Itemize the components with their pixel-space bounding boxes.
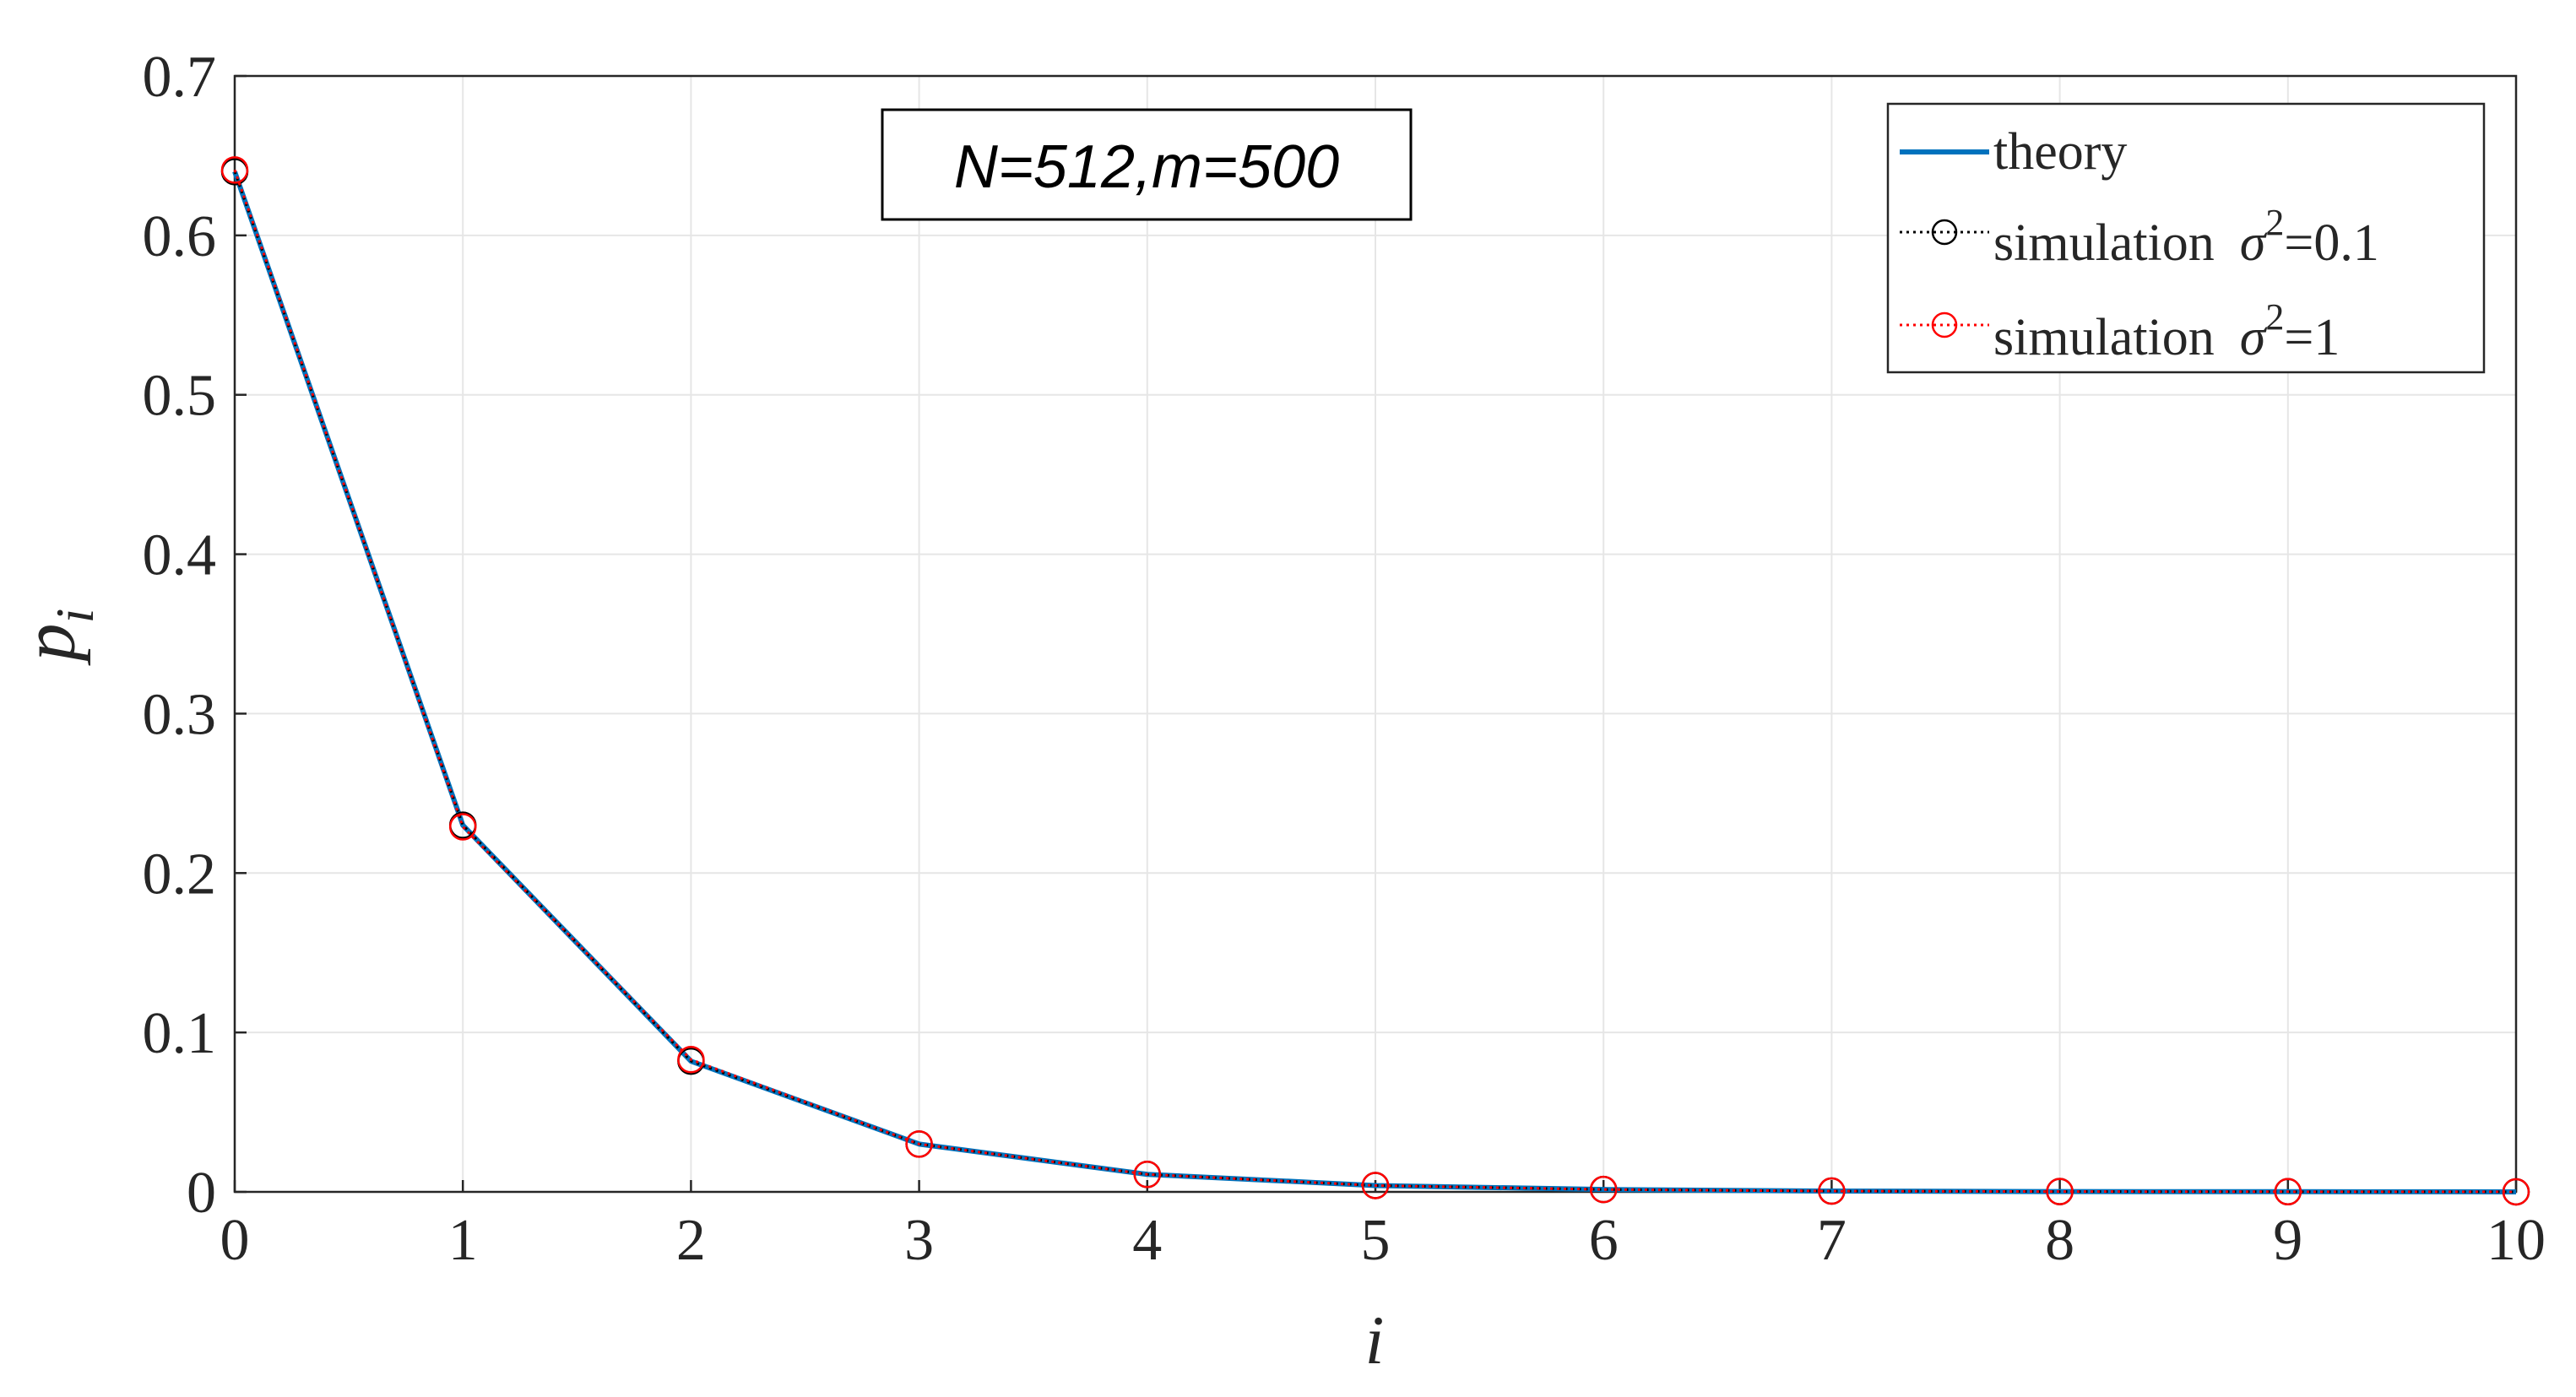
series-2-marker xyxy=(1589,1175,1618,1204)
x-tick-label: 3 xyxy=(904,1208,934,1273)
y-tick-label: 0.6 xyxy=(143,204,217,269)
annotation-text: N=512,m=500 xyxy=(954,133,1339,201)
series-2-marker xyxy=(1818,1177,1846,1205)
x-tick-label: 10 xyxy=(2487,1208,2546,1273)
y-tick-label: 0.4 xyxy=(143,523,217,588)
series-2-marker xyxy=(1361,1172,1390,1199)
series-line-2 xyxy=(233,169,2517,1194)
legend-entry-theory: theory xyxy=(1900,123,2127,181)
y-axis-label-sub: i xyxy=(45,609,105,624)
legend-sim1-label: simulation σ2=1 xyxy=(1993,296,2340,366)
x-tick-label: 2 xyxy=(676,1208,706,1273)
x-tick-label: 1 xyxy=(448,1208,478,1273)
y-tick-label: 0.2 xyxy=(143,842,217,907)
y-tick-label: 0.5 xyxy=(143,364,217,429)
legend: theory simulation σ2=0.1 simulation σ2=1 xyxy=(1886,102,2486,374)
y-axis-label: pi xyxy=(8,609,105,667)
legend-sim01-marker xyxy=(1931,219,1958,246)
series-2-marker xyxy=(220,156,249,184)
x-tick-label: 6 xyxy=(1589,1208,1619,1273)
series-2-marker xyxy=(1133,1160,1162,1189)
series-2-marker xyxy=(2274,1178,2302,1206)
series-2-marker xyxy=(677,1045,705,1074)
series-layer xyxy=(220,156,2530,1206)
legend-entry-simulation-1: simulation σ2=1 xyxy=(1900,296,2340,366)
x-tick-label: 5 xyxy=(1361,1208,1391,1273)
x-tick-label: 8 xyxy=(2045,1208,2074,1273)
y-tick-label: 0.1 xyxy=(143,1001,217,1066)
series-2-marker xyxy=(2502,1178,2530,1206)
x-tick-label: 4 xyxy=(1132,1208,1162,1273)
annotation-box: N=512,m=500 xyxy=(881,108,1413,221)
series-2-marker xyxy=(448,813,477,841)
x-tick-label: 9 xyxy=(2273,1208,2302,1273)
legend-theory-label: theory xyxy=(1993,123,2127,181)
legend-box xyxy=(1886,102,2486,374)
ticks: 0 1 2 3 4 5 6 7 8 9 10 0 0.1 0.2 0.3 0.4 0.5 0.6 0.7 xyxy=(143,45,2546,1273)
x-axis-label: i xyxy=(1365,1302,1385,1378)
x-tick-label: 0 xyxy=(220,1208,250,1273)
y-tick-label: 0.7 xyxy=(143,45,217,110)
legend-sim1-marker xyxy=(1931,311,1958,338)
svg-text:pi: pi xyxy=(8,609,105,667)
x-tick-label: 7 xyxy=(1817,1208,1847,1273)
series-2-marker xyxy=(905,1130,933,1158)
y-tick-label: 0 xyxy=(187,1161,216,1226)
series-2-marker xyxy=(2046,1178,2074,1205)
y-axis-label-base: p xyxy=(8,623,91,666)
legend-sim01-label: simulation σ2=0.1 xyxy=(1993,202,2379,272)
legend-entry-simulation-0.1: simulation σ2=0.1 xyxy=(1900,202,2379,272)
y-tick-label: 0.3 xyxy=(143,682,217,747)
